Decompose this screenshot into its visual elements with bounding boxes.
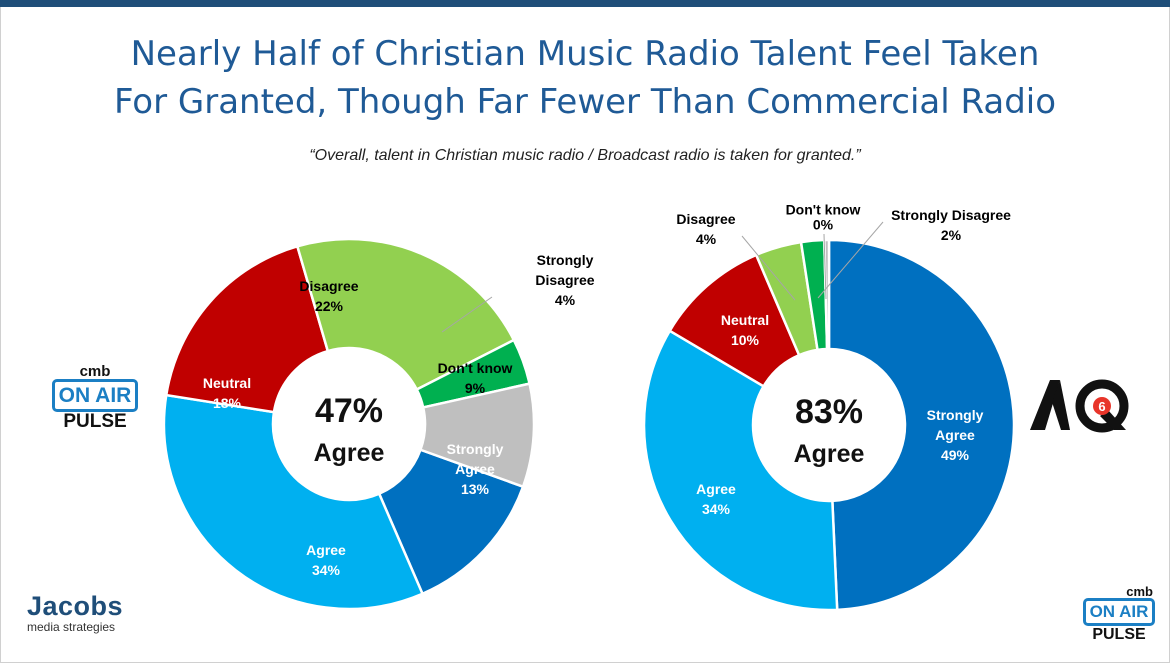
jacobs-media-logo: Jacobs media strategies [27,592,123,634]
donut-2-data-label: Neutral 10% [721,312,769,348]
donut-2-center-value: 83% [795,393,863,431]
cmb-logo-text: cmb [79,363,111,380]
donut-2-slice-strongly-agree [827,238,1016,612]
survey-question: “Overall, talent in Christian music radi… [309,147,861,164]
on-air-badge: ON AIR [1082,598,1156,626]
cmb-on-air-pulse-logo-left: cmb ON AIR PULSE [50,364,140,432]
donut-2-data-label: Disagree 4% [676,211,735,247]
donut-2-leader-line [823,233,827,300]
donut-2-data-label: Agree 34% [696,481,736,517]
donut-1-slice-neutral [164,244,330,414]
pulse-logo-text: PULSE [63,411,127,432]
donut-2-center-label: Agree [794,440,865,468]
title-line-2: For Granted, Though Far Fewer Than Comme… [113,82,1057,122]
donut-2-data-label: Strongly Disagree 2% [891,207,1011,243]
donut-2-slice-agree [642,329,839,612]
donut-2-data-label: Don't know 0% [786,202,861,233]
donut-1-data-label: Strongly Agree 13% [447,441,504,497]
donut-1-data-label: Strongly Disagree 4% [535,252,594,308]
donut-1-leader-line [441,296,493,333]
pulse-logo-text: PULSE [1092,626,1146,643]
title-line-1: Nearly Half of Christian Music Radio Tal… [130,34,1040,74]
donut-1-data-label: Agree 34% [306,542,346,578]
top-accent-bar [0,0,1170,7]
donut-1-center-label: Agree [314,439,385,467]
donut-1-slice-disagree [295,237,516,392]
slide-title: Nearly Half of Christian Music Radio Tal… [0,30,1170,126]
svg-text:6: 6 [1098,399,1105,414]
donut-2-data-label: Strongly Agree 49% [927,407,984,463]
donut-1-slice-don-t-know [418,382,536,489]
jacobs-logo-name: Jacobs [27,591,124,621]
jacobs-logo-subtitle: media strategies [27,620,116,634]
donut-1-data-label: Don't know 9% [438,360,513,396]
cmb-logo-text: cmb [1126,584,1153,599]
donut-2-leader-line [741,235,796,301]
donut-1-data-label: Neutral 18% [203,375,251,411]
donut-2-leader-line [817,221,884,299]
donut-1-data-label: Disagree 22% [299,278,358,314]
on-air-badge: ON AIR [51,379,139,412]
cmb-on-air-pulse-logo-right: cmb ON AIR PULSE [1079,584,1159,644]
aq6-logo: 6 [1030,379,1129,433]
donut-1-slice-strongly-agree [377,448,525,596]
donut-1-slice-agree [162,393,425,611]
donut-1-center-value: 47% [315,392,383,430]
